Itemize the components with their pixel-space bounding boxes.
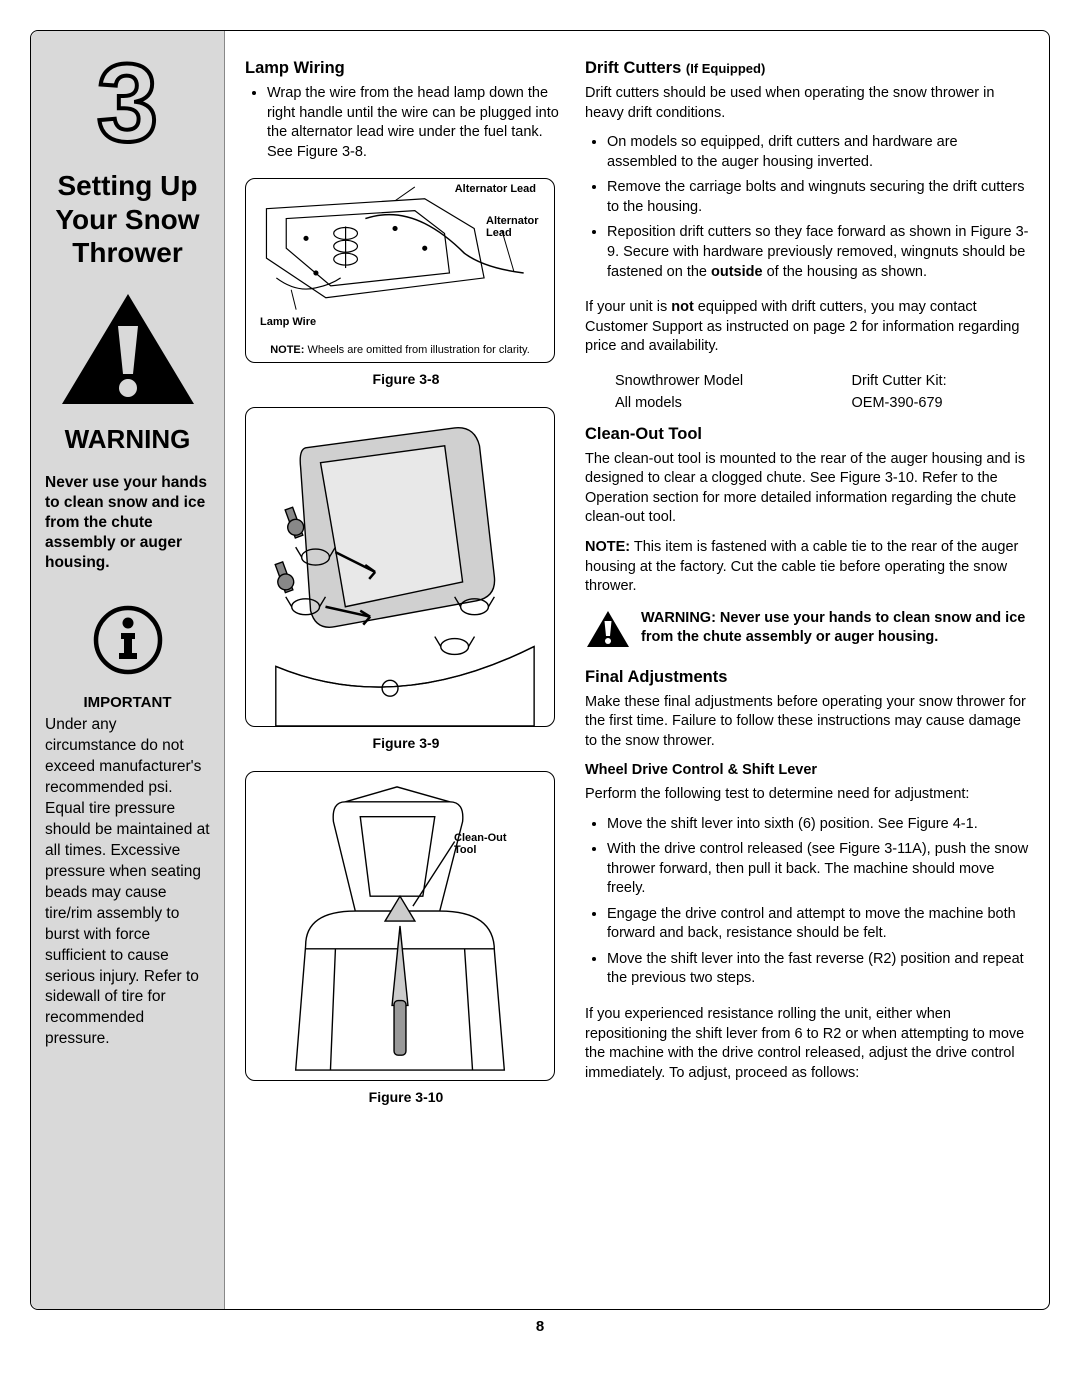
drift-b1: On models so equipped, drift cutters and…: [607, 133, 1031, 172]
page-frame: 3 Setting Up Your Snow Thrower WARNING N…: [30, 30, 1050, 1310]
lamp-wiring-heading: Lamp Wiring: [245, 59, 567, 78]
final-p2: Perform the following test to determine …: [585, 785, 1031, 805]
chapter-number: 3: [97, 49, 158, 159]
important-text: Under any circumstance do not exceed man…: [43, 715, 212, 1050]
fig310-caption: Figure 3-10: [245, 1089, 567, 1105]
figure-3-10-illustration: [246, 772, 554, 1080]
info-icon: [93, 605, 163, 680]
drift-p2: If your unit is not equipped with drift …: [585, 298, 1031, 357]
warning-label: WARNING: [65, 424, 191, 455]
main-content: Lamp Wiring Wrap the wire from the head …: [225, 31, 1049, 1309]
sidebar: 3 Setting Up Your Snow Thrower WARNING N…: [31, 31, 225, 1309]
tbl-h2: Drift Cutter Kit:: [852, 373, 1031, 389]
warning-text: Never use your hands to clean snow and i…: [43, 473, 212, 574]
fig38-label-top: Alternator Lead: [455, 183, 536, 195]
figure-3-9: [245, 407, 555, 727]
figure-3-10: Clean-Out Tool: [245, 771, 555, 1081]
figure-3-8-illustration: [246, 179, 554, 362]
cleanout-p1: The clean-out tool is mounted to the rea…: [585, 450, 1031, 528]
final-p3: If you experienced resistance rolling th…: [585, 1005, 1031, 1083]
tbl-c2: OEM-390-679: [852, 395, 1031, 411]
drift-table: Snowthrower Model Drift Cutter Kit: All …: [615, 373, 1031, 411]
drift-b2: Remove the carriage bolts and wingnuts s…: [607, 178, 1031, 217]
inline-warning: WARNING: Never use your hands to clean s…: [585, 609, 1031, 654]
page-number: 8: [30, 1318, 1050, 1335]
inline-warning-text: WARNING: Never use your hands to clean s…: [641, 609, 1031, 647]
sidebar-title: Setting Up Your Snow Thrower: [43, 169, 212, 270]
final-sub: Wheel Drive Control & Shift Lever: [585, 761, 1031, 781]
final-b2: With the drive control released (see Fig…: [607, 840, 1031, 899]
drift-heading: Drift Cutters (If Equipped): [585, 59, 1031, 78]
fig38-note: NOTE: Wheels are omitted from illustrati…: [246, 344, 554, 356]
final-p1: Make these final adjustments before oper…: [585, 693, 1031, 752]
cleanout-p2: NOTE: This item is fastened with a cable…: [585, 538, 1031, 597]
drift-b3: Reposition drift cutters so they face fo…: [607, 223, 1031, 282]
fig38-caption: Figure 3-8: [245, 371, 567, 387]
fig39-caption: Figure 3-9: [245, 735, 567, 751]
tbl-c1: All models: [615, 395, 828, 411]
column-left: Lamp Wiring Wrap the wire from the head …: [245, 59, 567, 1295]
column-right: Drift Cutters (If Equipped) Drift cutter…: [585, 59, 1031, 1295]
final-b3: Engage the drive control and attempt to …: [607, 905, 1031, 944]
warning-triangle-small-icon: [585, 609, 631, 654]
important-label: IMPORTANT: [83, 694, 171, 711]
warning-triangle-icon: [58, 290, 198, 410]
figure-3-8: Alternator Lead Alternator Lead Lamp Wir…: [245, 178, 555, 363]
drift-intro: Drift cutters should be used when operat…: [585, 84, 1031, 123]
final-heading: Final Adjustments: [585, 668, 1031, 687]
final-b4: Move the shift lever into the fast rever…: [607, 950, 1031, 989]
lamp-wiring-bullet: Wrap the wire from the head lamp down th…: [267, 84, 567, 162]
tbl-h1: Snowthrower Model: [615, 373, 828, 389]
cleanout-heading: Clean-Out Tool: [585, 425, 1031, 444]
figure-3-9-illustration: [246, 408, 554, 726]
fig38-label-left: Lamp Wire: [260, 316, 316, 328]
fig38-label-right: Alternator Lead: [486, 215, 546, 239]
final-b1: Move the shift lever into sixth (6) posi…: [607, 815, 1031, 835]
fig310-label: Clean-Out Tool: [454, 832, 524, 856]
